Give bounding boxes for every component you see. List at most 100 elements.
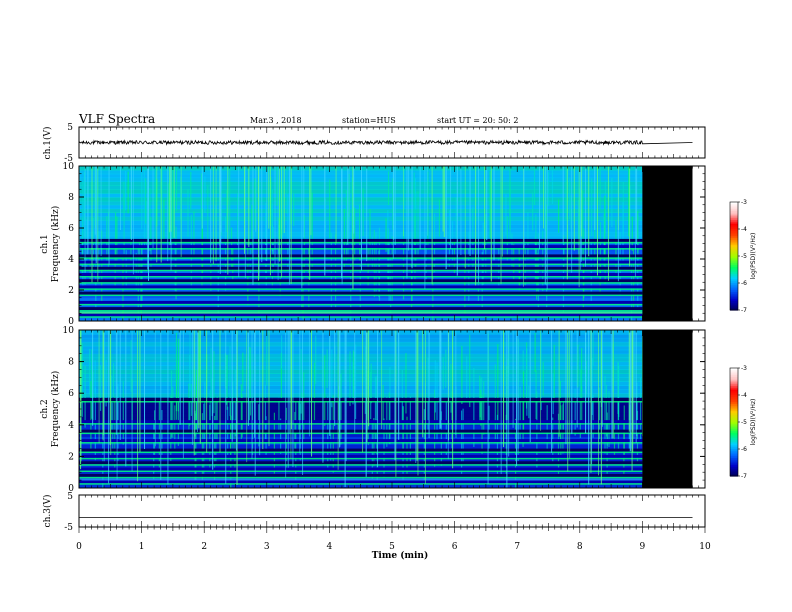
colorbar-segment xyxy=(730,295,738,298)
spectrogram-speckle xyxy=(506,216,508,261)
ch2-spectrogram-channel-label: ch.2 xyxy=(40,399,50,418)
spectrogram-speckle xyxy=(631,216,633,252)
spectrogram-speckle xyxy=(574,388,576,436)
colorbar-segment xyxy=(730,234,738,237)
sferic-streak xyxy=(254,330,256,476)
spectrogram-speckle xyxy=(522,350,524,384)
sferic-streak xyxy=(94,166,96,235)
no-data-region xyxy=(642,166,693,321)
spectrogram-speckle xyxy=(190,171,192,209)
spectrogram-speckle xyxy=(482,222,484,285)
spectrogram-band-bright xyxy=(79,483,643,485)
sferic-streak xyxy=(116,330,118,480)
spectrogram-speckle xyxy=(532,192,534,231)
spectrogram-speckle xyxy=(229,346,231,417)
colorbar-segment xyxy=(730,284,738,288)
sferic-streak xyxy=(258,166,260,277)
spectrogram-speckle xyxy=(440,411,442,466)
spectrogram-speckle xyxy=(265,202,267,274)
sferic-streak xyxy=(493,166,495,261)
colorbar-segment xyxy=(730,301,738,304)
sferic-streak xyxy=(254,330,256,438)
spectrogram-speckle xyxy=(124,171,127,211)
spectrogram-speckle xyxy=(161,169,163,239)
spectrogram-row xyxy=(79,432,643,438)
spectrogram-speckle xyxy=(605,384,608,437)
colorbar-segment xyxy=(730,293,738,297)
sferic-streak xyxy=(445,166,447,270)
sferic-streak xyxy=(182,330,184,459)
spectrogram-speckle xyxy=(89,348,91,395)
spectrogram-speckle xyxy=(326,349,328,389)
sferic-streak xyxy=(119,330,121,440)
colorbar-segment xyxy=(730,221,738,225)
spectrogram-speckle xyxy=(370,363,372,404)
sferic-streak xyxy=(580,166,582,270)
spectrogram-speckle xyxy=(534,332,536,372)
colorbar-segment xyxy=(730,266,738,270)
sferic-streak xyxy=(516,330,518,467)
spectrogram-speckle xyxy=(608,391,610,447)
sferic-streak xyxy=(156,166,158,263)
sferic-streak xyxy=(501,166,503,257)
sferic-streak xyxy=(288,166,290,285)
sferic-streak xyxy=(417,330,419,476)
sferic-streak xyxy=(393,166,395,240)
spectrogram-band-dark xyxy=(79,467,643,471)
spectrogram-speckle xyxy=(149,188,151,252)
spectrogram-row xyxy=(79,212,643,217)
colorbar-segment xyxy=(730,202,738,205)
spectrogram-speckle xyxy=(585,361,588,395)
sferic-streak xyxy=(600,330,602,485)
spectrogram-speckle xyxy=(427,171,429,248)
sferic-streak xyxy=(193,330,195,456)
spectrogram-row xyxy=(79,197,643,202)
sferic-streak xyxy=(569,330,571,459)
sferic-streak xyxy=(120,166,122,230)
spectrogram-speckle xyxy=(187,189,189,237)
sferic-streak xyxy=(596,166,598,276)
start-time-label: start UT = 20: 50: 2 xyxy=(437,116,518,125)
colorbar-segment xyxy=(730,434,738,437)
colorbar-segment xyxy=(730,418,738,421)
colorbar-segment xyxy=(730,447,738,450)
colorbar-segment xyxy=(730,472,738,475)
sferic-streak xyxy=(394,330,396,461)
spectrogram-speckle xyxy=(485,214,487,276)
spectrogram-row xyxy=(79,185,643,190)
colorbar-segment xyxy=(730,230,738,234)
spectrogram-speckle xyxy=(285,407,287,469)
sferic-streak xyxy=(80,330,82,470)
sferic-streak xyxy=(210,166,212,263)
sferic-streak xyxy=(585,166,587,267)
time-axis-label: Time (min) xyxy=(372,550,429,561)
sferic-streak xyxy=(529,330,531,443)
spectrogram-speckle xyxy=(434,389,436,467)
spectrogram-speckle xyxy=(352,350,354,399)
colorbar-label: log(PSD)(V²/Hz) xyxy=(750,233,757,280)
colorbar-segment xyxy=(730,283,738,286)
spectrogram-speckle xyxy=(240,384,242,440)
spectrogram-speckle xyxy=(569,177,571,220)
spectrogram-speckle xyxy=(158,398,160,472)
sferic-streak xyxy=(588,330,590,485)
sferic-streak xyxy=(353,166,355,234)
spectrogram-speckle xyxy=(557,413,560,476)
spectrogram-speckle xyxy=(226,355,228,410)
spectrogram-speckle xyxy=(141,172,143,230)
spectrogram-speckle xyxy=(213,415,216,481)
sferic-streak xyxy=(460,166,462,256)
sferic-streak xyxy=(406,166,408,279)
spectrogram-speckle xyxy=(248,346,250,422)
colorbar-segment xyxy=(730,373,738,376)
spectrogram-speckle xyxy=(329,179,331,239)
sferic-streak xyxy=(103,330,105,462)
colorbar-tick-label: -5 xyxy=(741,419,747,426)
spectrogram-speckle xyxy=(193,211,195,255)
colorbar-segment xyxy=(730,263,738,266)
spectrogram-speckle xyxy=(376,419,378,455)
colorbar-segment xyxy=(730,431,738,434)
colorbar-segment xyxy=(730,452,738,455)
spectrogram-row xyxy=(79,235,643,241)
spectrogram-speckle xyxy=(483,381,485,435)
